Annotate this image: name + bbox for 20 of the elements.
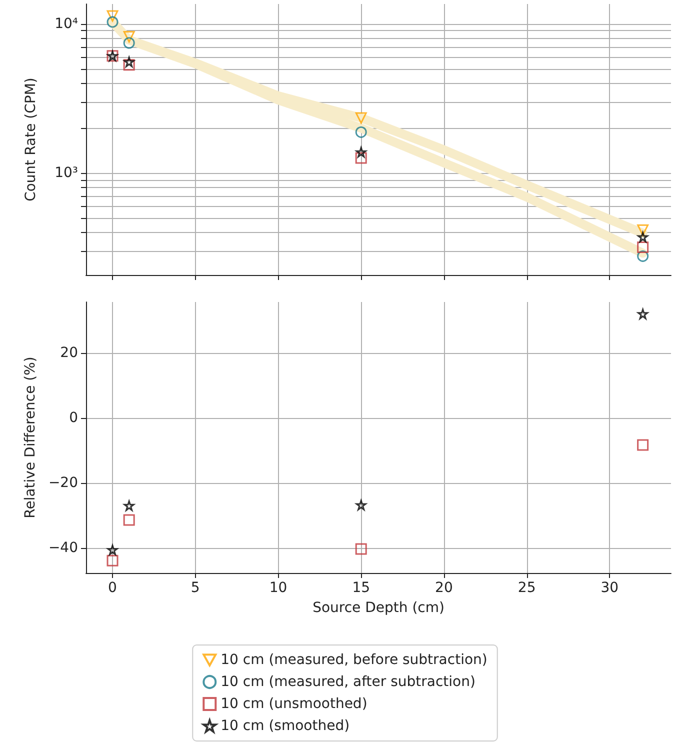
legend-label: 10 cm (unsmoothed): [220, 696, 368, 712]
legend-label: 10 cm (smoothed): [220, 718, 350, 734]
y-tick-label: −40: [48, 540, 78, 556]
x-axis-title: Source Depth (cm): [312, 600, 444, 616]
y-tick-label: 0: [69, 410, 78, 426]
y-tick-label: −20: [48, 474, 78, 491]
x-tick-label: 5: [190, 580, 200, 596]
legend-label: 10 cm (measured, after subtraction): [220, 674, 476, 690]
x-tick-label: 15: [352, 580, 370, 596]
y-tick-label: 10⁴: [54, 16, 78, 32]
x-tick-label: 20: [435, 580, 453, 596]
x-tick-label: 30: [600, 580, 619, 596]
x-tick-label: 25: [518, 580, 536, 596]
y-axis-title: Relative Difference (%): [22, 356, 39, 518]
y-tick-label: 20: [60, 345, 78, 362]
y-tick-label: 10³: [54, 165, 78, 182]
legend-label: 10 cm (measured, before subtraction): [220, 652, 488, 668]
x-tick-label: 0: [108, 580, 117, 596]
y-axis-title: Count Rate (CPM): [23, 78, 39, 202]
x-tick-label: 10: [269, 580, 288, 596]
